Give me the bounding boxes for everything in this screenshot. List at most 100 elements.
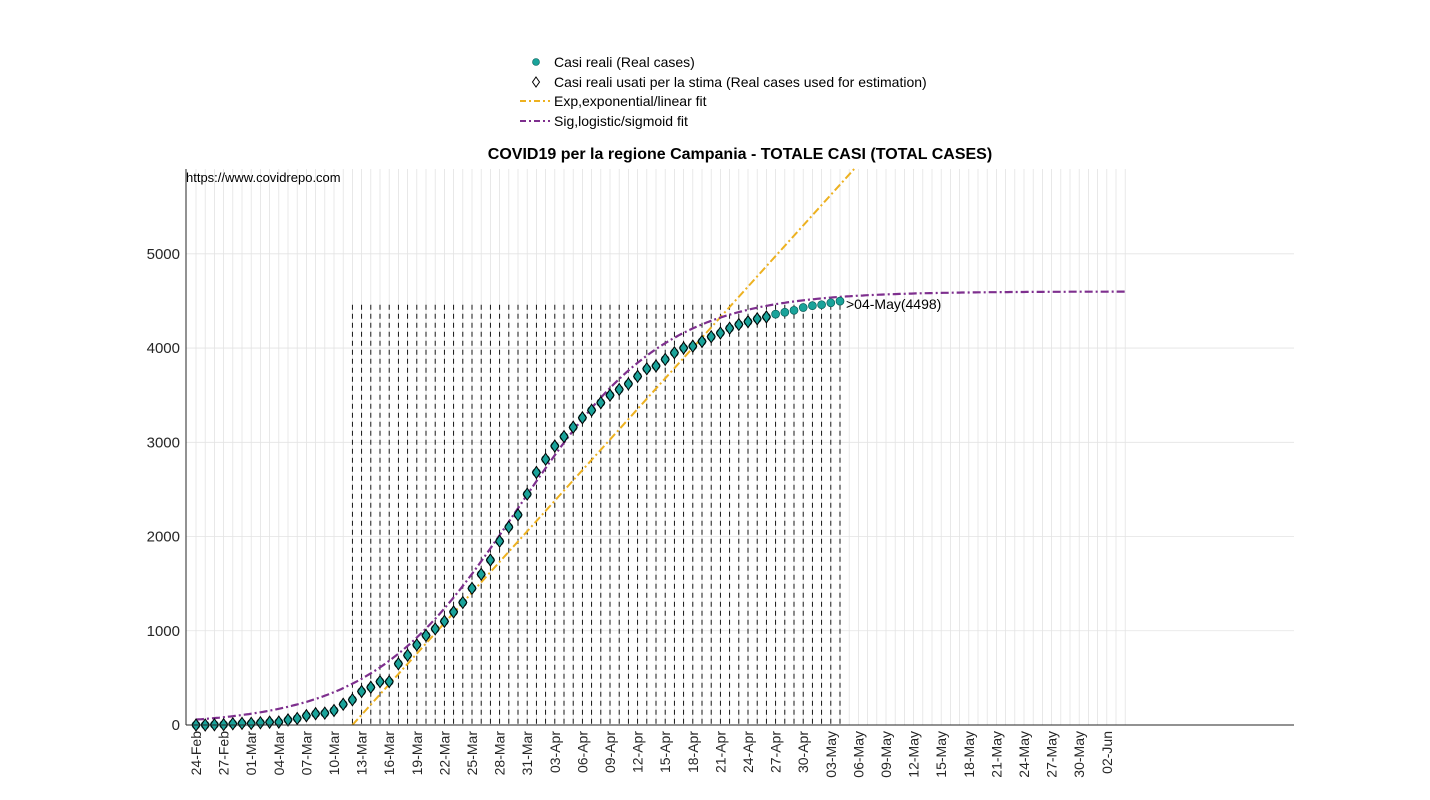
estimation-case-point xyxy=(320,706,330,721)
estimation-case-point xyxy=(356,684,367,699)
estimation-case-point xyxy=(706,329,716,344)
estimation-case-point xyxy=(301,708,312,723)
axes xyxy=(185,169,1294,726)
estimation-case-point xyxy=(614,382,624,397)
estimation-case-point xyxy=(375,674,385,689)
estimation-case-point xyxy=(412,637,422,652)
estimation-case-point xyxy=(338,697,348,712)
x-tick-label: 12-May xyxy=(906,731,922,778)
estimation-case-point xyxy=(467,581,477,596)
real-case-point xyxy=(826,298,836,308)
x-tick-label: 18-May xyxy=(961,731,977,778)
legend-marker-real-cases xyxy=(532,58,540,66)
x-tick-label: 27-Apr xyxy=(768,731,784,773)
estimation-case-point xyxy=(540,452,551,467)
estimation-case-point xyxy=(237,716,247,731)
estimation-case-point xyxy=(651,359,661,373)
estimation-case-point xyxy=(430,621,440,636)
x-tick-label: 16-Mar xyxy=(381,731,397,776)
exp-fit-line xyxy=(351,168,855,726)
last-value-annotation: >04-May(4498) xyxy=(846,296,941,312)
chart-title: COVID19 per la regione Campania - TOTALE… xyxy=(488,146,992,163)
x-tick-label: 10-Mar xyxy=(326,731,342,776)
y-tick-label: 1000 xyxy=(147,623,180,640)
estimation-case-point xyxy=(494,534,505,549)
legend-marker-estimation-cases xyxy=(531,76,541,88)
x-tick-label: 03-Apr xyxy=(547,731,563,773)
estimation-case-point xyxy=(402,648,413,663)
x-tick-label: 30-Apr xyxy=(795,731,811,773)
y-tick-label: 3000 xyxy=(147,434,180,451)
legend: Casi reali (Real cases) Casi reali usati… xyxy=(512,50,968,132)
estimation-case-point xyxy=(274,715,284,729)
estimation-case-point xyxy=(347,692,358,707)
x-tick-label: 07-Mar xyxy=(298,731,314,776)
estimation-case-point xyxy=(246,716,256,731)
x-tick-label: 12-Apr xyxy=(630,731,646,773)
estimation-case-point xyxy=(448,605,459,619)
x-tick-label: 01-Mar xyxy=(243,731,259,776)
x-tick-label: 15-Apr xyxy=(657,731,673,773)
real-case-point xyxy=(808,301,817,310)
legend-entry-exp-fit: Exp,exponential/linear fit xyxy=(520,93,707,109)
estimation-case-point xyxy=(522,487,532,502)
estimation-case-point xyxy=(568,420,578,435)
real-case-point xyxy=(789,306,799,315)
estimation-case-point xyxy=(504,520,514,535)
x-tick-label: 30-May xyxy=(1071,731,1087,778)
y-tick-labels: 0 1000 2000 3000 4000 5000 xyxy=(147,246,180,734)
x-tick-label: 24-Apr xyxy=(740,731,756,773)
y-tick-label: 4000 xyxy=(147,340,180,357)
estimation-case-point xyxy=(439,614,450,629)
estimation-case-point xyxy=(393,656,404,671)
estimation-case-point xyxy=(669,345,680,360)
x-tick-label: 04-Mar xyxy=(271,731,287,776)
legend-label-estimation-cases: Casi reali usati per la stima (Real case… xyxy=(554,74,927,90)
estimation-case-point xyxy=(724,321,735,336)
estimation-case-point xyxy=(734,317,744,332)
x-tick-label: 13-Mar xyxy=(354,731,370,776)
x-tick-label: 24-May xyxy=(1016,731,1032,778)
estimation-case-point xyxy=(329,703,339,718)
estimation-case-point xyxy=(623,376,634,391)
x-tick-label: 06-May xyxy=(850,731,866,778)
x-tick-label: 18-Apr xyxy=(685,731,701,773)
x-tick-label: 19-Mar xyxy=(409,731,425,776)
x-tick-label: 21-Apr xyxy=(712,731,728,773)
estimation-case-point xyxy=(255,715,266,730)
x-tick-label: 31-Mar xyxy=(519,731,535,776)
plot-area: 0 1000 2000 3000 4000 5000 24-Feb 27-Feb 01-Mar… xyxy=(147,168,1294,778)
x-tick-label: 09-Apr xyxy=(602,731,618,773)
x-tick-label: 15-May xyxy=(933,731,949,778)
estimation-case-point xyxy=(292,711,302,726)
y-tick-label: 0 xyxy=(172,717,180,734)
y-tick-label: 5000 xyxy=(147,246,180,263)
x-tick-label: 28-Mar xyxy=(492,731,508,776)
estimation-case-point xyxy=(577,410,588,425)
legend-entry-estimation-cases: Casi reali usati per la stima (Real case… xyxy=(531,74,927,90)
legend-label-real-cases: Casi reali (Real cases) xyxy=(554,54,695,70)
estimation-case-point xyxy=(384,674,394,689)
legend-label-exp-fit: Exp,exponential/linear fit xyxy=(554,93,707,109)
watermark: https://www.covidrepo.com xyxy=(186,170,341,185)
x-tick-label: 02-Jun xyxy=(1099,731,1115,774)
x-tick-label: 24-Feb xyxy=(188,731,204,776)
x-tick-label: 03-May xyxy=(823,731,839,778)
estimation-case-point xyxy=(596,395,606,410)
x-tick-label: 27-Feb xyxy=(216,731,232,776)
legend-entry-sig-fit: Sig,logistic/sigmoid fit xyxy=(520,113,688,129)
estimation-case-point xyxy=(761,310,772,324)
exp-fit-layer xyxy=(351,168,855,726)
estimation-case-point xyxy=(513,507,523,522)
x-tick-label: 06-Apr xyxy=(574,731,590,773)
x-tick-label: 22-Mar xyxy=(436,731,452,776)
estimation-case-point xyxy=(642,361,652,376)
estimation-case-point xyxy=(586,403,597,418)
estimation-case-point xyxy=(632,369,643,384)
legend-box xyxy=(512,50,968,132)
estimation-case-point xyxy=(559,429,569,444)
estimation-case-point xyxy=(688,339,698,354)
estimation-case-point xyxy=(264,715,275,730)
x-tick-label: 25-Mar xyxy=(464,731,480,776)
estimation-case-point xyxy=(476,567,486,582)
